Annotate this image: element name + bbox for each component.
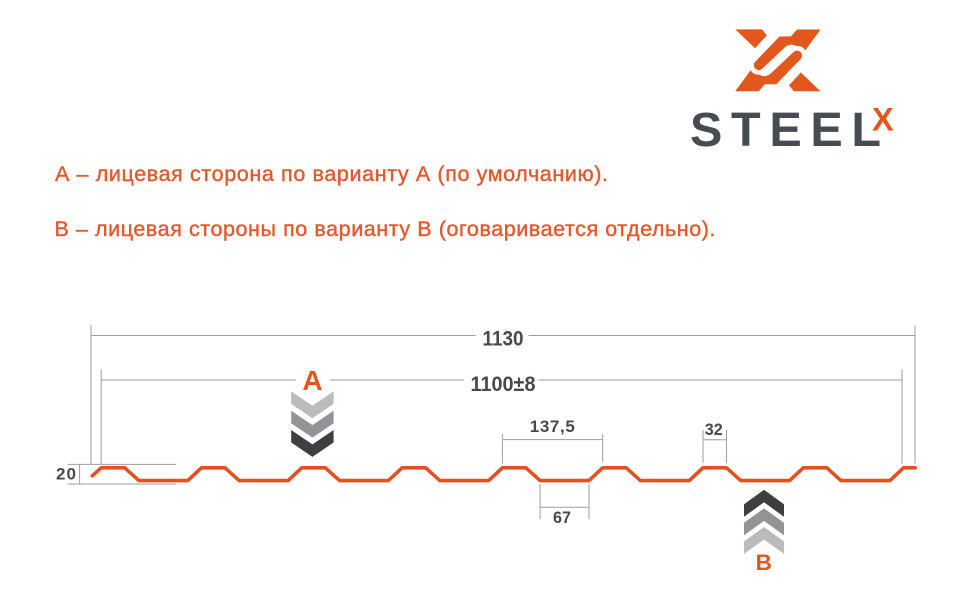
- svg-text:STEEL: STEEL: [690, 103, 881, 157]
- svg-text:В – лицевая стороны по вариант: В – лицевая стороны по варианту В (огова…: [55, 217, 716, 241]
- svg-text:A: A: [302, 365, 322, 396]
- svg-text:20: 20: [56, 465, 76, 484]
- svg-text:67: 67: [553, 508, 571, 527]
- svg-text:32: 32: [705, 420, 723, 439]
- svg-text:А – лицевая сторона по вариант: А – лицевая сторона по варианту А (по ум…: [55, 162, 608, 186]
- svg-text:1100±8: 1100±8: [471, 372, 536, 396]
- svg-text:X: X: [872, 102, 894, 138]
- svg-text:B: B: [756, 550, 772, 575]
- svg-text:137,5: 137,5: [530, 417, 575, 436]
- svg-text:1130: 1130: [483, 327, 524, 351]
